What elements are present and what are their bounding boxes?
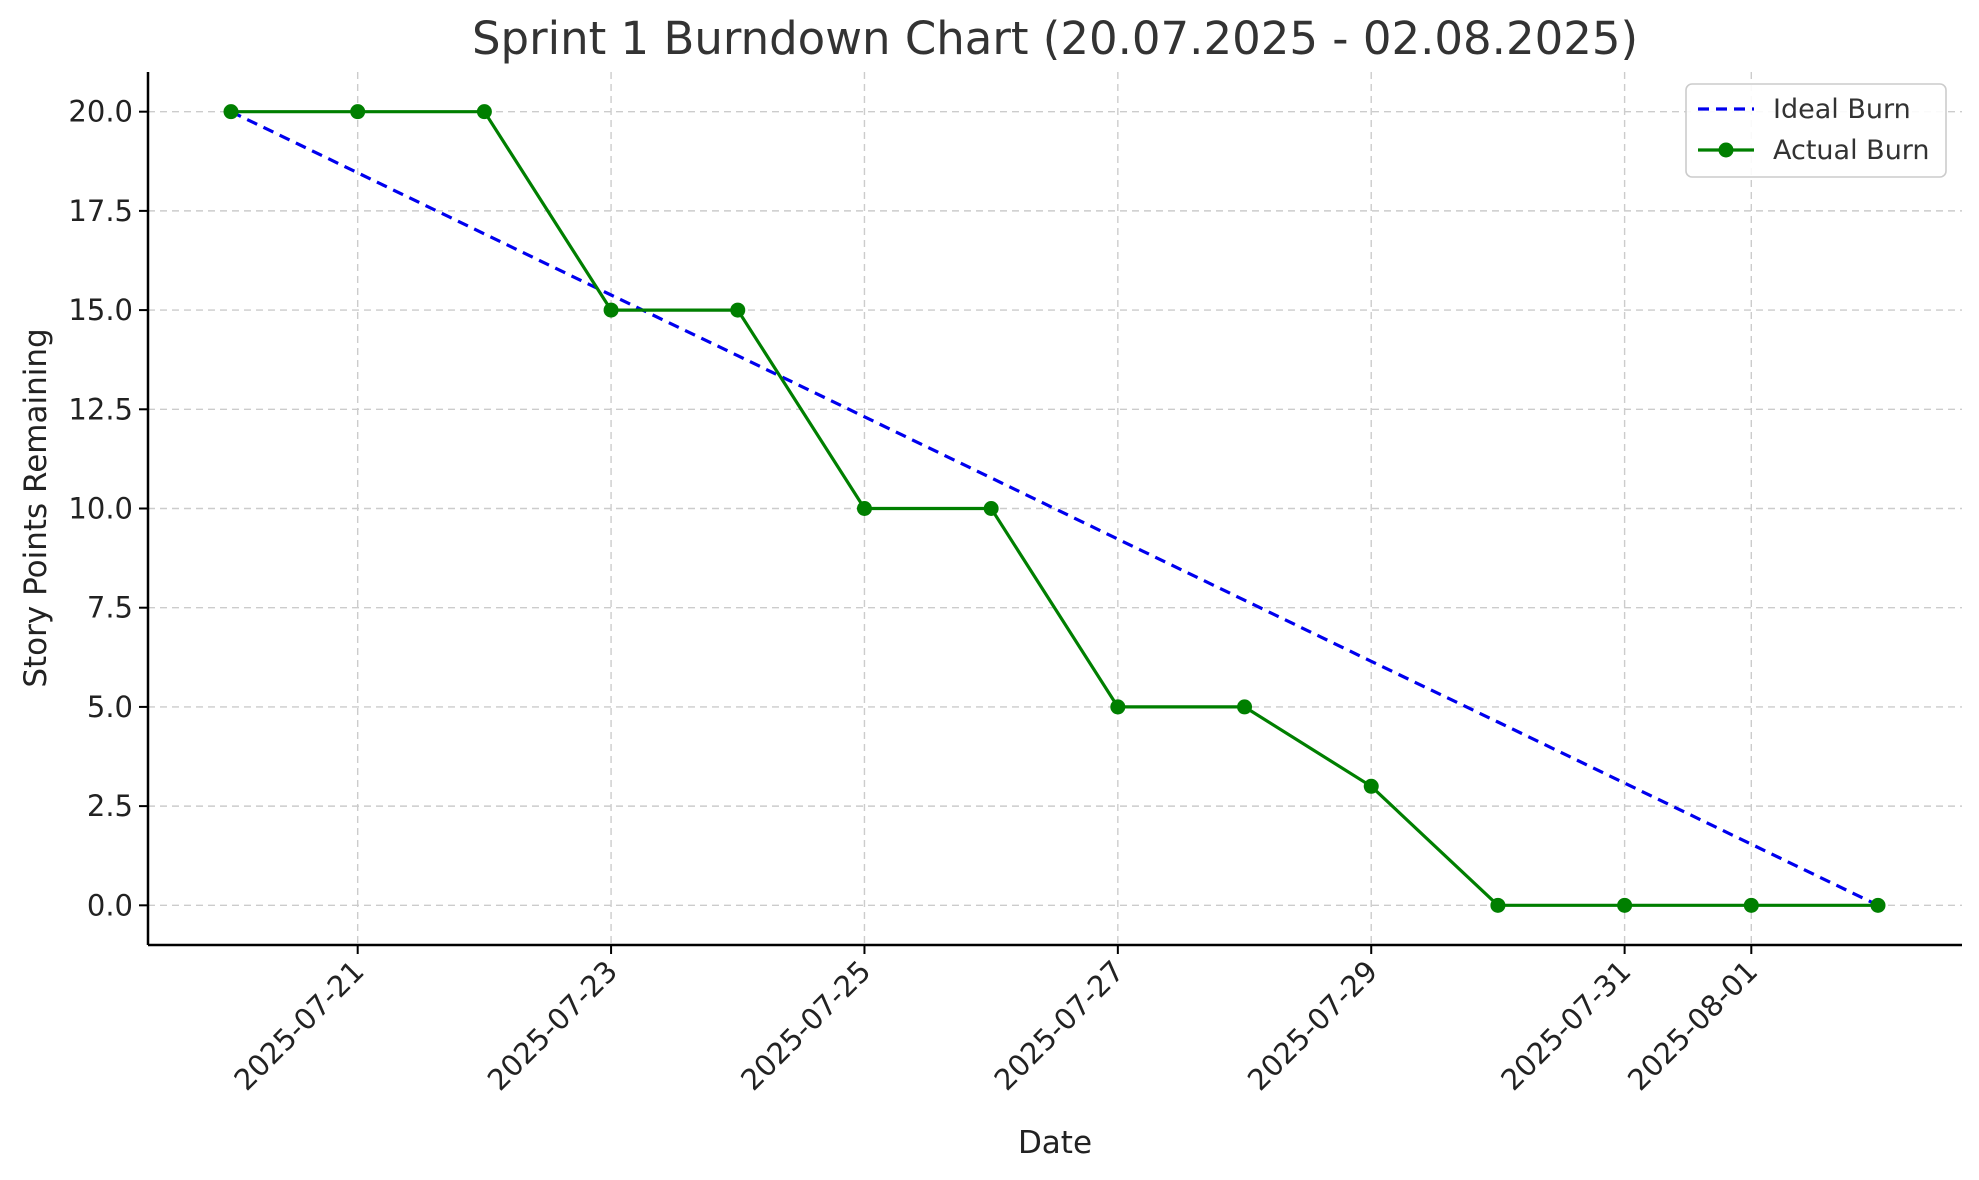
x-tick-label: 2025-08-01 (1621, 954, 1764, 1097)
grid (148, 72, 1962, 945)
y-tick-label: 7.5 (87, 591, 133, 625)
series-line-actual-burn (231, 110, 1878, 907)
data-point-actual-burn (730, 302, 746, 318)
legend-box (1685, 83, 1947, 178)
legend: Ideal Burn Actual Burn (1685, 83, 1947, 178)
x-tick-label: 2025-07-29 (1241, 954, 1384, 1097)
y-tick-label: 20.0 (68, 95, 133, 129)
x-axis-label: Date (1018, 1125, 1092, 1161)
x-tick-label: 2025-07-27 (988, 954, 1131, 1097)
y-tick-label: 15.0 (68, 293, 133, 327)
x-tick-label: 2025-07-25 (734, 954, 877, 1097)
data-point-actual-burn (476, 104, 492, 120)
ticks: 0.0 2.5 5.0 7.5 10.0 12.5 15.0 17.5 20.0 2025-07-… (68, 95, 1764, 1097)
plot-area (223, 104, 1886, 913)
x-tick-label: 2025-07-23 (481, 954, 624, 1097)
y-tick-label: 0.0 (87, 888, 133, 922)
data-point-actual-burn (856, 501, 872, 516)
legend-label-actual-burn: Actual Burn (1773, 135, 1930, 166)
data-point-actual-burn (1237, 699, 1253, 715)
chart-title: Sprint 1 Burndown Chart (20.07.2025 - 02… (472, 12, 1638, 65)
y-axis-label: Story Points Remaining (18, 328, 54, 687)
data-point-actual-burn (1490, 897, 1506, 913)
data-point-actual-burn (983, 501, 999, 516)
y-tick-label: 10.0 (68, 492, 133, 526)
x-tick-label: 2025-07-21 (227, 954, 370, 1097)
data-point-actual-burn (1110, 699, 1126, 715)
y-tick-label: 2.5 (87, 789, 133, 823)
data-point-actual-burn (603, 302, 619, 318)
data-point-actual-burn (1363, 778, 1379, 794)
y-tick-label: 12.5 (68, 392, 133, 426)
data-point-actual-burn (1743, 897, 1759, 913)
legend-label-ideal-burn: Ideal Burn (1773, 94, 1911, 125)
data-point-actual-burn (1870, 897, 1886, 913)
data-point-actual-burn (350, 104, 366, 120)
x-tick-label: 2025-07-31 (1494, 954, 1637, 1097)
y-tick-label: 17.5 (68, 194, 133, 228)
data-point-actual-burn (223, 104, 239, 120)
data-point-actual-burn (1617, 897, 1633, 913)
legend-marker-actual-burn (1718, 142, 1734, 158)
y-tick-label: 5.0 (87, 690, 133, 724)
